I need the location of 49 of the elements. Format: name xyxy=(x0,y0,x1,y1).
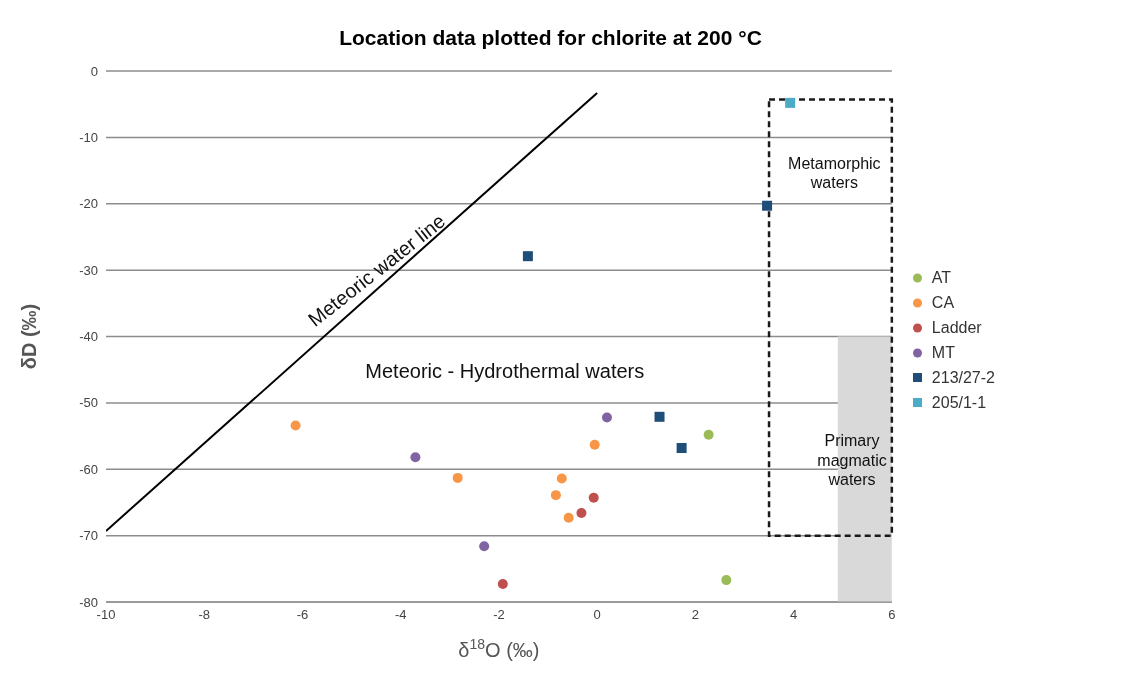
y-tick-label: 0 xyxy=(90,63,98,79)
y-tick-label: -70 xyxy=(79,528,98,544)
point xyxy=(762,200,773,211)
y-tick-label: -30 xyxy=(79,262,98,278)
y-tick-label: -50 xyxy=(79,395,98,411)
point xyxy=(721,575,732,586)
y-tick-label: -40 xyxy=(79,329,98,345)
point xyxy=(556,473,567,484)
point xyxy=(576,508,587,519)
x-tick-label: 4 xyxy=(789,607,798,623)
point xyxy=(452,472,463,483)
legend-label: 213/27-2 xyxy=(931,368,995,388)
x-tick-label: 2 xyxy=(691,607,699,623)
x-axis-title: δ$^{18}$O (‰) xyxy=(458,636,540,661)
annotation: Metamorphic waters xyxy=(788,155,881,192)
x-tick-label: -10 xyxy=(96,607,116,623)
annotation: Primary magmatic waters xyxy=(817,432,887,488)
x-tick-label: 0 xyxy=(593,607,601,623)
chart-title: Location data plotted for chlorite at 200 °C xyxy=(338,26,763,50)
point xyxy=(654,411,665,422)
x-tick-label: 6 xyxy=(888,607,896,623)
x-tick-label: -6 xyxy=(296,607,309,623)
point xyxy=(703,429,714,440)
point xyxy=(588,492,599,503)
point xyxy=(676,443,687,454)
point xyxy=(589,439,600,450)
point xyxy=(785,97,796,108)
x-tick-label: -8 xyxy=(198,607,211,623)
point xyxy=(479,541,490,552)
annotation: Meteoric - Hydrothermal waters xyxy=(365,360,645,383)
y-tick-label: -10 xyxy=(79,129,98,145)
point xyxy=(601,412,612,423)
point xyxy=(563,512,574,523)
y-axis-title: δD (‰) xyxy=(18,303,40,370)
legend-label: Ladder xyxy=(931,318,982,338)
legend-label: 205/1-1 xyxy=(931,393,987,413)
point xyxy=(550,490,561,501)
x-tick-label: -2 xyxy=(493,607,505,623)
point xyxy=(290,420,301,431)
point xyxy=(522,251,533,262)
legend-label: CA xyxy=(931,293,955,313)
legend-label: AT xyxy=(931,268,952,288)
point xyxy=(410,452,421,463)
y-tick-label: -60 xyxy=(79,461,98,477)
legend-label: MT xyxy=(931,343,955,363)
y-tick-label: -80 xyxy=(79,594,98,610)
y-tick-label: -20 xyxy=(79,196,98,212)
x-tick-label: -4 xyxy=(394,607,407,623)
point xyxy=(497,579,508,590)
